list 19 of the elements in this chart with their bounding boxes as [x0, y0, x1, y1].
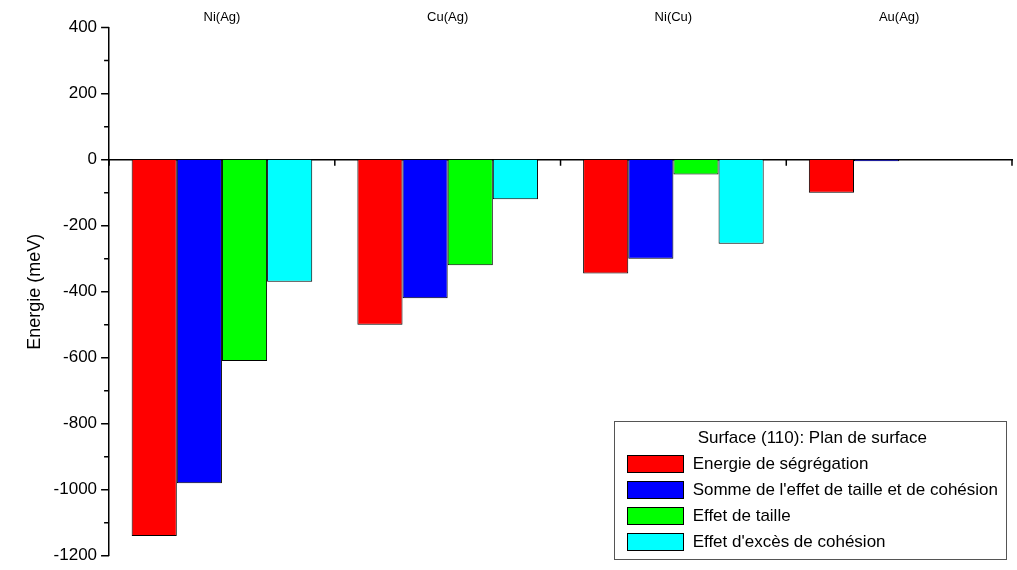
legend-label: Effet de taille: [692, 505, 791, 527]
x-tick-label: Cu(Ag): [427, 9, 469, 25]
y-tick-label: -1000: [53, 479, 98, 499]
x-tick-label: Ni(Cu): [654, 9, 693, 25]
y-tick-label: -1200: [53, 545, 98, 565]
y-tick-label: 400: [68, 17, 98, 37]
y-tick-label: -400: [63, 281, 98, 301]
x-tick-label: Ni(Ag): [203, 9, 241, 25]
y-tick-label: -600: [63, 347, 98, 367]
legend-title: Surface (110): Plan de surface: [696, 427, 928, 449]
y-tick-label: -200: [63, 215, 98, 235]
y-axis-title: Energie (meV): [23, 233, 44, 350]
y-tick-label: -800: [63, 413, 98, 433]
legend-label: Energie de ségrégation: [692, 453, 869, 475]
y-tick-label: 0: [87, 149, 98, 169]
x-tick-label: Au(Ag): [878, 9, 920, 25]
legend-label: Somme de l'effet de taille et de cohésion: [692, 479, 998, 501]
legend-label: Effet d'excès de cohésion: [692, 531, 886, 553]
y-tick-label: 200: [68, 83, 98, 103]
